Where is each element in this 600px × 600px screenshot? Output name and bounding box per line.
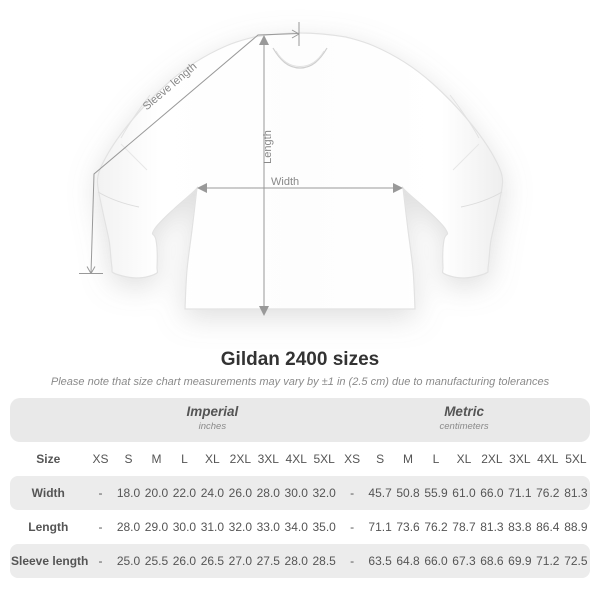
svg-text:Width: Width bbox=[271, 176, 299, 188]
svg-text:Length: Length bbox=[262, 130, 274, 164]
